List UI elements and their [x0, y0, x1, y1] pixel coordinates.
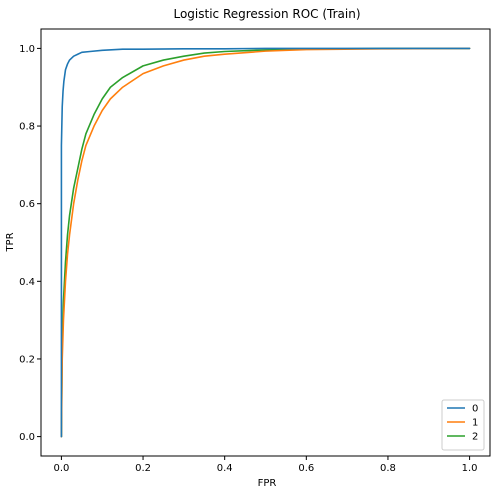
y-axis-ticks: 0.0 0.2 0.4 0.6 0.8 1.0 — [19, 44, 41, 443]
x-tick-label: 0.4 — [217, 463, 233, 474]
y-tick-label: 1.0 — [19, 44, 35, 55]
legend: 0 1 2 — [441, 399, 485, 451]
x-tick-label: 0.6 — [298, 463, 314, 474]
y-tick-label: 0.8 — [19, 122, 35, 133]
x-tick-label: 0.8 — [380, 463, 396, 474]
series-1-line — [60, 47, 471, 438]
y-tick-label: 0.2 — [19, 354, 35, 365]
y-axis-label: TPR — [5, 232, 16, 252]
y-tick-label: 0.4 — [19, 277, 35, 288]
x-tick-label: 0.0 — [53, 463, 69, 474]
x-axis-label: FPR — [258, 478, 277, 489]
plot-area: 0.0 0.2 0.4 0.6 0.8 1.0 0.0 0.2 0.4 0.6 0.8 1.0 — [19, 28, 491, 474]
chart-title: Logistic Regression ROC (Train) — [173, 7, 360, 21]
legend-label-0: 0 — [472, 404, 478, 415]
x-tick-label: 0.2 — [135, 463, 151, 474]
x-axis-ticks: 0.0 0.2 0.4 0.6 0.8 1.0 — [53, 456, 478, 474]
series-layer — [60, 47, 471, 438]
x-tick-label: 1.0 — [462, 463, 478, 474]
legend-label-2: 2 — [472, 432, 478, 443]
plot-frame — [40, 28, 491, 457]
y-tick-label: 0.0 — [19, 432, 35, 443]
legend-label-1: 1 — [472, 418, 478, 429]
y-tick-label: 0.6 — [19, 199, 35, 210]
series-2-line — [60, 47, 471, 438]
series-0-line — [60, 47, 471, 438]
legend-box — [441, 399, 485, 451]
